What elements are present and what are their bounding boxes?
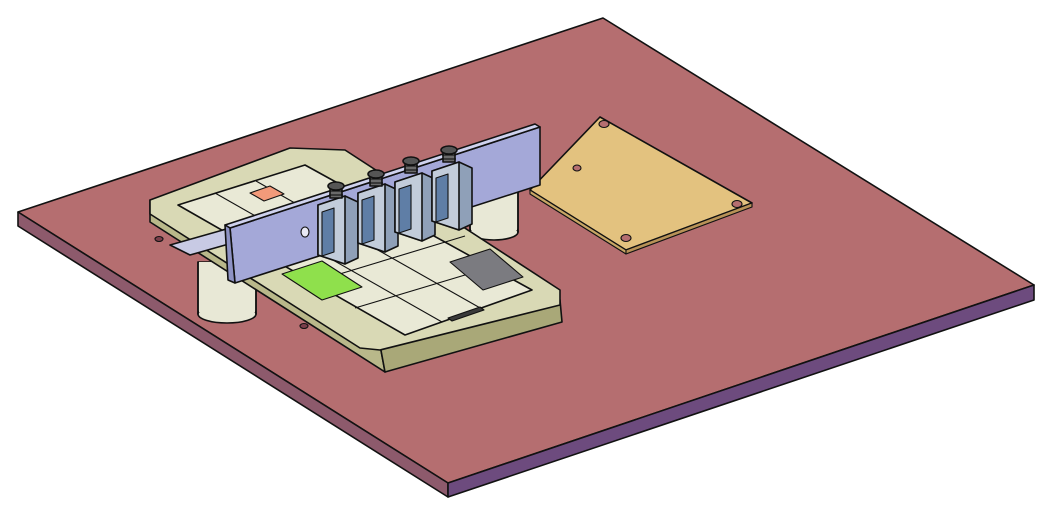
pcb-hole-bottom [620, 233, 632, 243]
base-plate-right-side [447, 284, 1035, 498]
bracket-hole [300, 226, 310, 238]
solenoid-4 [431, 145, 473, 231]
base-plate-top [17, 17, 1035, 484]
pcb-hole-left [572, 164, 582, 172]
solenoid-actuators [317, 145, 473, 265]
pcb-board [529, 116, 753, 255]
solenoid-2 [357, 169, 399, 253]
pcb-hole-top [598, 119, 610, 129]
base-hole-left [154, 235, 164, 243]
gray-touch-zone [449, 248, 524, 291]
solenoid-1 [317, 181, 359, 265]
pcb-hole-right [731, 199, 743, 209]
base-hole-bottom [299, 322, 309, 330]
orange-pad [249, 185, 285, 202]
phone-home-slot [447, 306, 485, 322]
green-touch-zone [281, 260, 363, 301]
solenoid-3 [394, 156, 436, 242]
base-plate [17, 17, 1035, 498]
